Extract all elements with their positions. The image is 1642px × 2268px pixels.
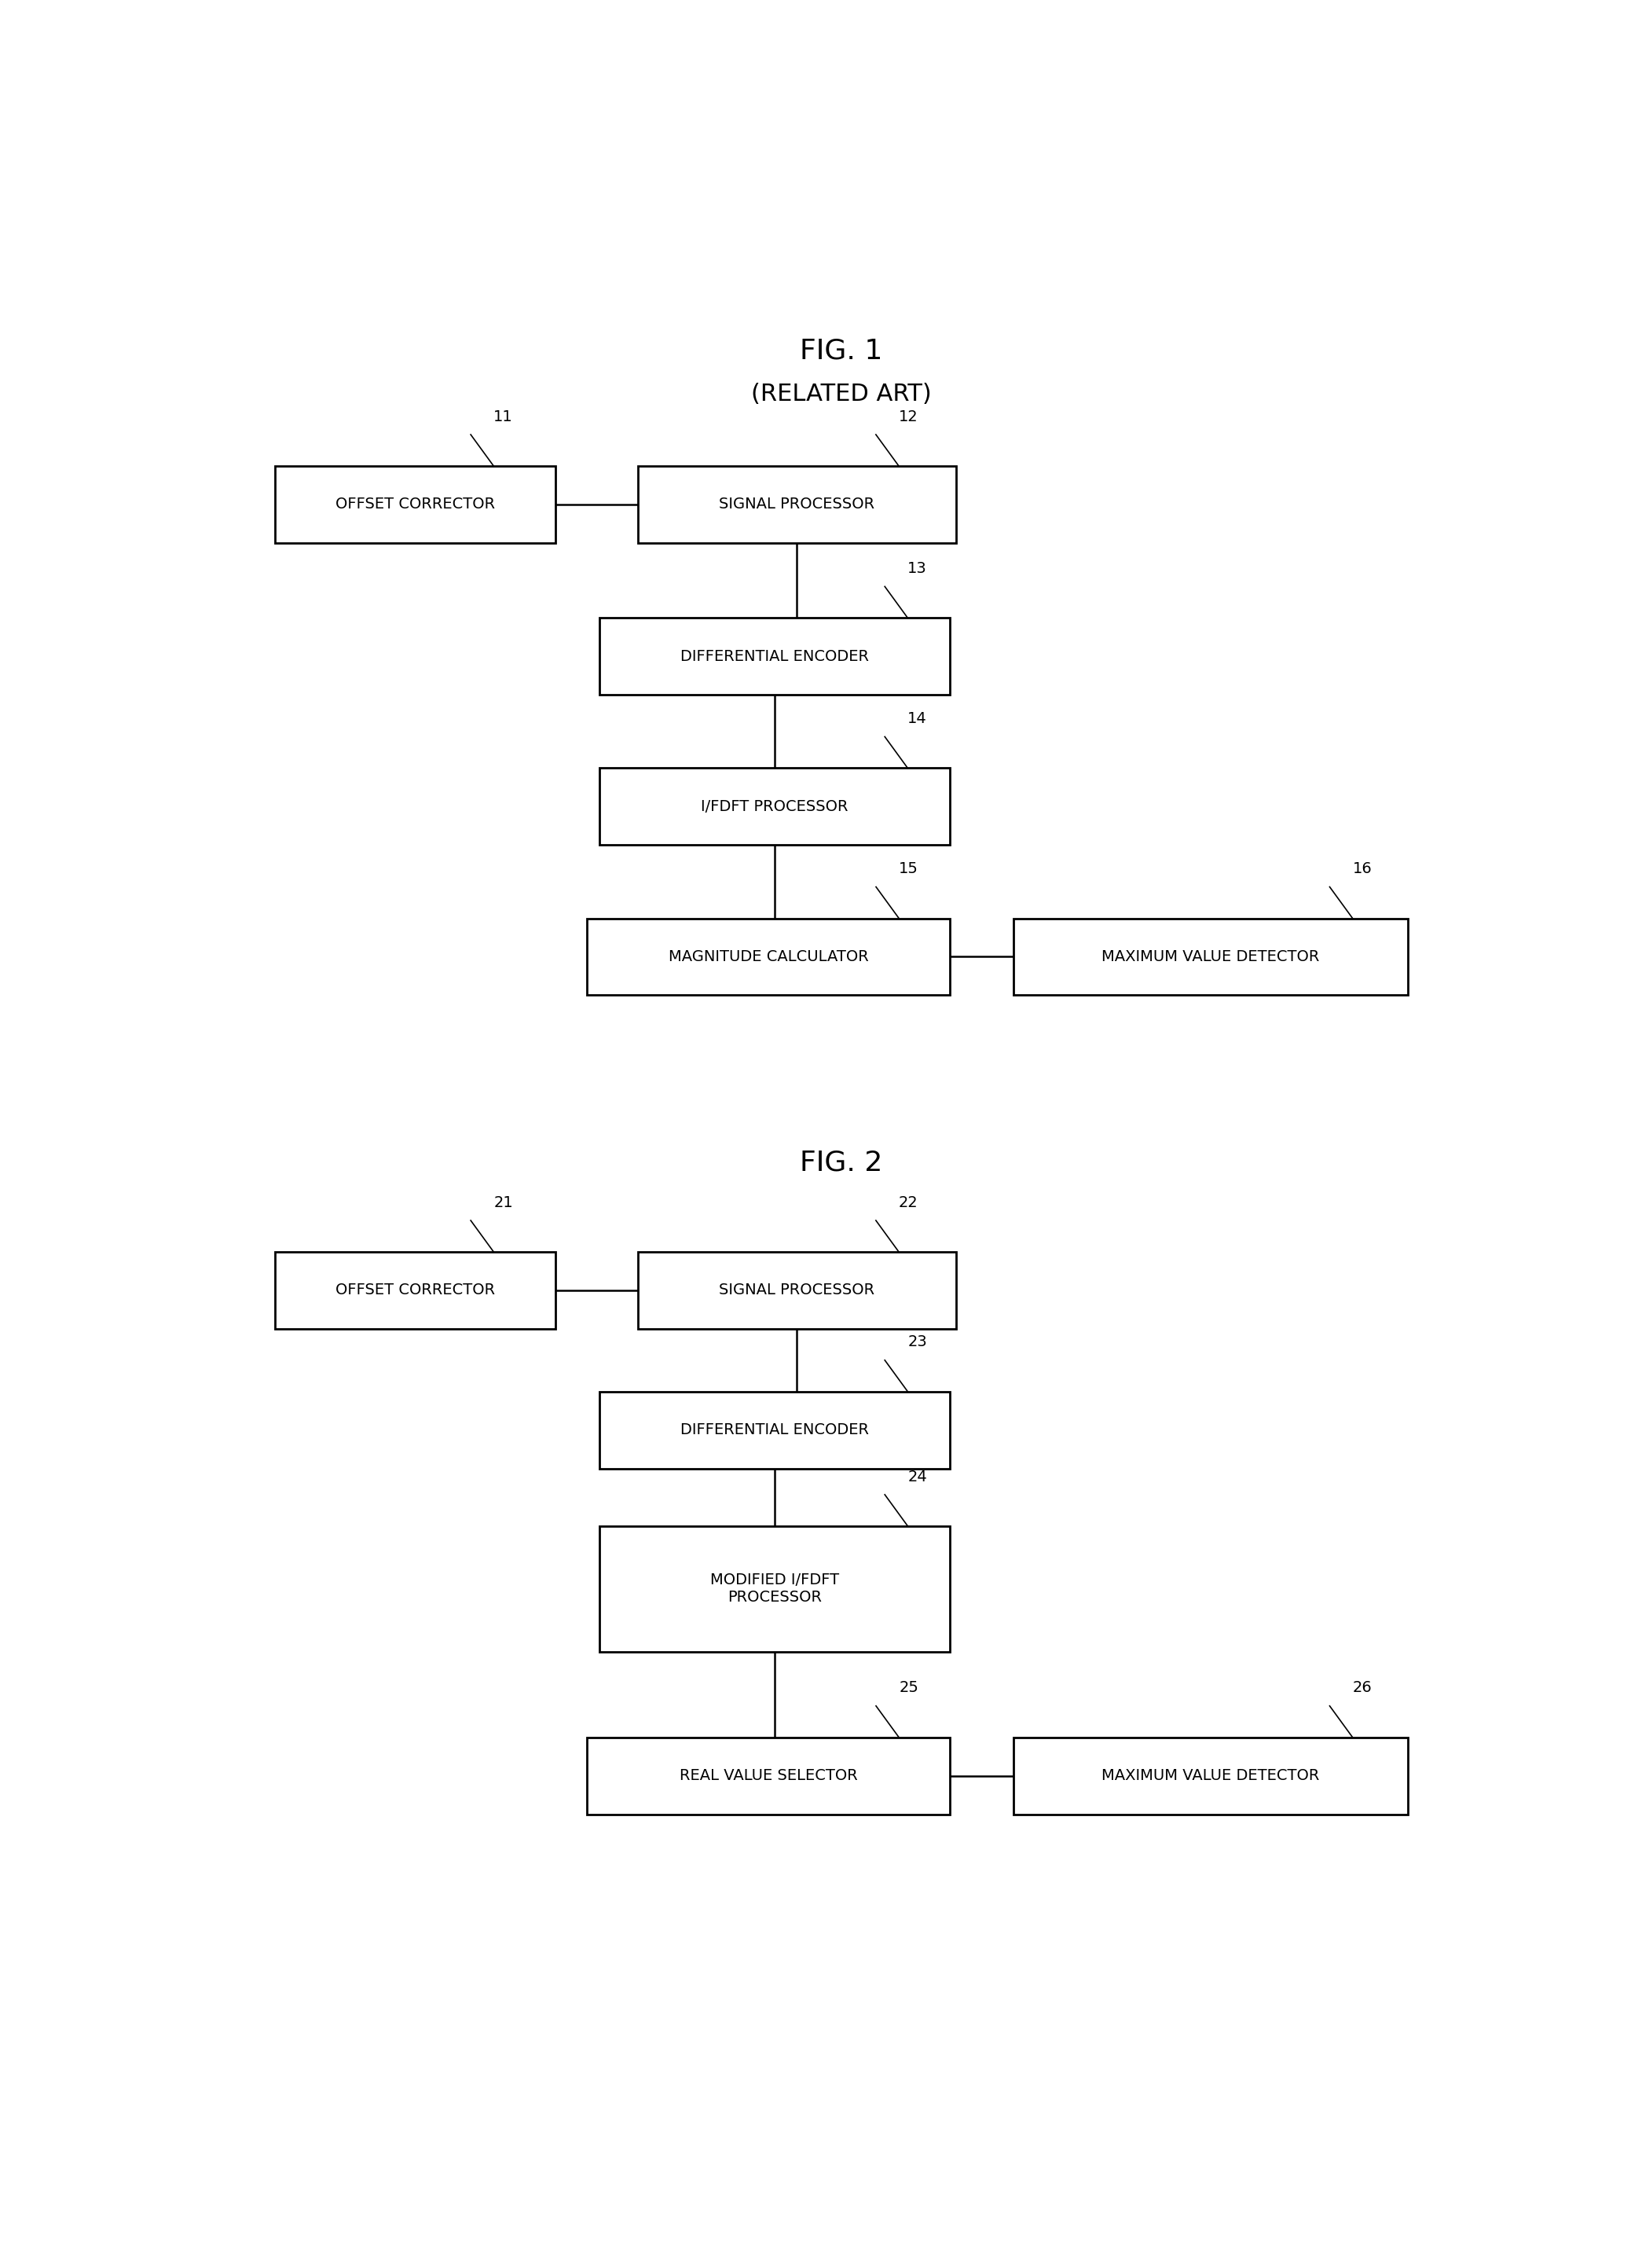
- Text: 11: 11: [494, 408, 512, 424]
- Text: MODIFIED I/FDFT
PROCESSOR: MODIFIED I/FDFT PROCESSOR: [711, 1572, 839, 1606]
- Text: SIGNAL PROCESSOR: SIGNAL PROCESSOR: [719, 497, 875, 513]
- Text: (RELATED ART): (RELATED ART): [752, 383, 931, 406]
- Text: 13: 13: [908, 560, 928, 576]
- Text: DIFFERENTIAL ENCODER: DIFFERENTIAL ENCODER: [680, 649, 869, 665]
- Bar: [637, 1252, 956, 1329]
- Text: 25: 25: [898, 1681, 918, 1696]
- Text: 12: 12: [898, 408, 918, 424]
- Bar: [276, 1252, 555, 1329]
- Text: FIG. 1: FIG. 1: [800, 338, 883, 365]
- Bar: [637, 465, 956, 542]
- Text: MAXIMUM VALUE DETECTOR: MAXIMUM VALUE DETECTOR: [1102, 950, 1320, 964]
- Bar: [276, 465, 555, 542]
- Text: 24: 24: [908, 1470, 928, 1483]
- Text: OFFSET CORRECTOR: OFFSET CORRECTOR: [335, 1284, 494, 1297]
- Bar: [1013, 919, 1407, 996]
- Text: MAGNITUDE CALCULATOR: MAGNITUDE CALCULATOR: [668, 950, 869, 964]
- Bar: [588, 919, 949, 996]
- Bar: [599, 1526, 949, 1651]
- Bar: [1013, 1737, 1407, 1814]
- Text: OFFSET CORRECTOR: OFFSET CORRECTOR: [335, 497, 494, 513]
- Bar: [599, 1393, 949, 1467]
- Text: 23: 23: [908, 1336, 928, 1349]
- Text: MAXIMUM VALUE DETECTOR: MAXIMUM VALUE DETECTOR: [1102, 1769, 1320, 1783]
- Bar: [588, 1737, 949, 1814]
- Text: SIGNAL PROCESSOR: SIGNAL PROCESSOR: [719, 1284, 875, 1297]
- Text: REAL VALUE SELECTOR: REAL VALUE SELECTOR: [680, 1769, 857, 1783]
- Text: 26: 26: [1353, 1681, 1373, 1696]
- Text: 16: 16: [1353, 862, 1373, 875]
- Bar: [599, 617, 949, 694]
- Text: I/FDFT PROCESSOR: I/FDFT PROCESSOR: [701, 798, 849, 814]
- Text: 14: 14: [908, 712, 928, 726]
- Text: DIFFERENTIAL ENCODER: DIFFERENTIAL ENCODER: [680, 1422, 869, 1438]
- Text: 21: 21: [494, 1195, 512, 1209]
- Bar: [599, 769, 949, 846]
- Text: 22: 22: [898, 1195, 918, 1209]
- Text: FIG. 2: FIG. 2: [800, 1150, 883, 1177]
- Text: 15: 15: [898, 862, 918, 875]
